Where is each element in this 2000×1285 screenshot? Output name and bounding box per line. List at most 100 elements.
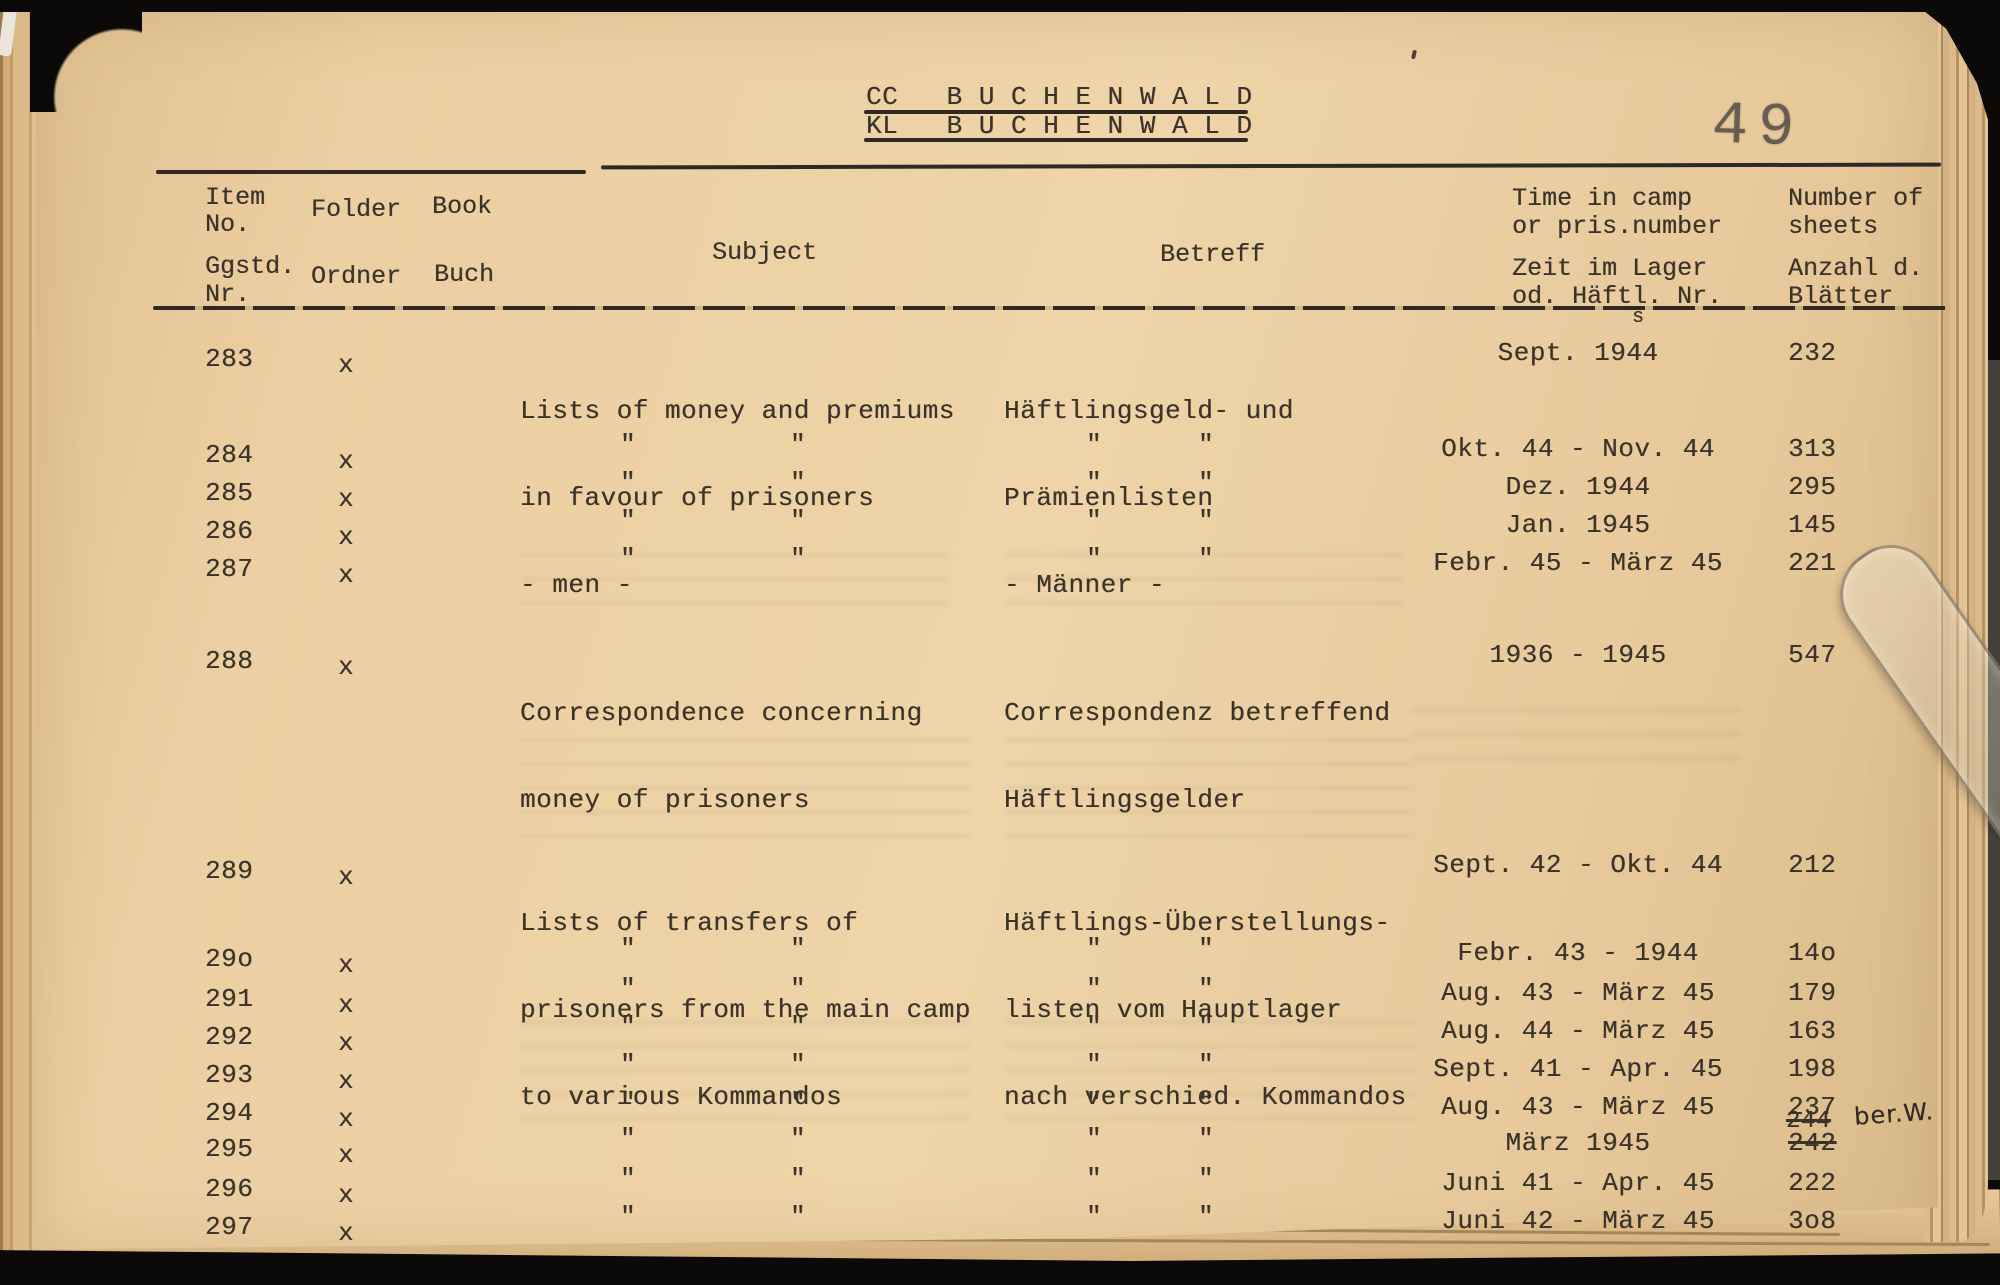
item-number: 287: [205, 554, 254, 584]
ditto-mark: ": [620, 506, 637, 536]
time-range: 1936 - 1945: [1489, 640, 1667, 670]
ditto-mark: ": [1086, 1164, 1103, 1194]
sheet-count: 547: [1788, 640, 1837, 670]
ditto-mark: ": [790, 1012, 807, 1042]
title-underline: [864, 110, 1248, 114]
header-bottom-rule: [153, 306, 1946, 310]
ditto-mark: ": [620, 974, 637, 1004]
bleed-through: [1005, 535, 1405, 605]
subject-line: money of prisoners: [520, 785, 810, 815]
betreff-line: Correspondenz betreffend: [1004, 698, 1391, 728]
ditto-mark: ": [1198, 1088, 1215, 1118]
subject-text: Correspondence concerning money of priso…: [520, 638, 923, 872]
ditto-mark: ": [620, 1202, 637, 1232]
page-title-line2: KL B U C H E N W A L D: [866, 111, 1253, 141]
table-row: 285 x " " " " Dez. 1944 295: [0, 468, 2000, 514]
betreff-text: Häftlingsgeld- und Prämienlisten - Männe…: [1004, 336, 1294, 657]
page-number-stamp: 49: [1710, 92, 1806, 164]
table-row: 287 x " " " " Febr. 45 - März 45 221: [0, 544, 2000, 590]
time-range: Sept. 1944: [1497, 338, 1659, 368]
item-number: 283: [205, 344, 254, 374]
item-number: 288: [205, 646, 254, 676]
sheet-count: 237: [1788, 1092, 1837, 1122]
folder-mark: x: [338, 446, 355, 476]
ditto-mark: ": [790, 1124, 807, 1154]
sheet-count: 221: [1788, 548, 1837, 578]
ditto-mark: ": [1198, 1124, 1215, 1154]
folder-mark: x: [338, 1066, 355, 1096]
stray-character: s: [1632, 306, 1645, 329]
table-row: 294 x " " " " Aug. 43 - März 45 237 244 …: [0, 1088, 2000, 1135]
ditto-mark: ": [1198, 468, 1215, 498]
item-number: 292: [205, 1022, 254, 1052]
item-number: 296: [205, 1174, 254, 1204]
col-header-time-de: od. Häftl. Nr.: [1512, 282, 1723, 311]
table-row: 288 x Correspondence concerning money of…: [0, 638, 2000, 815]
item-number: 284: [205, 440, 254, 470]
ditto-mark: ": [790, 1050, 807, 1080]
ditto-mark: ": [790, 934, 807, 964]
ditto-mark: ": [620, 1012, 637, 1042]
ditto-mark: ": [620, 430, 637, 460]
ditto-mark: ": [1086, 1050, 1103, 1080]
ditto-mark: ": [1086, 974, 1103, 1004]
folder-mark: x: [338, 862, 355, 892]
sheet-count: 163: [1788, 1016, 1837, 1046]
col-header-time-de: Zeit im Lager: [1512, 254, 1708, 283]
ditto-mark: ": [620, 1088, 637, 1118]
col-header-time-en: Time in camp: [1512, 184, 1693, 213]
col-header-time-en: or pris.number: [1512, 212, 1723, 241]
table-row: 283 x Lists of money and premiums in fav…: [0, 336, 2000, 600]
subject-text: Lists of transfers of prisoners from the…: [520, 848, 971, 1169]
col-header-item-en: Item: [205, 183, 266, 212]
sheet-count-struck: 242: [1788, 1128, 1837, 1158]
bleed-through: [1005, 1000, 1415, 1120]
item-number: 29o: [205, 944, 254, 974]
betreff-text: Correspondenz betreffend Häftlingsgelder: [1004, 638, 1390, 872]
time-range: Juni 42 - März 45: [1441, 1206, 1715, 1236]
page-corner-shadow: [30, 4, 142, 112]
table-row: 295 x " " " " März 1945 242: [0, 1124, 2000, 1170]
item-number: 293: [205, 1060, 254, 1090]
sheet-count: 198: [1788, 1054, 1837, 1084]
col-header-sheets-de: Anzahl d.: [1788, 254, 1924, 283]
item-number: 286: [205, 516, 254, 546]
folder-mark: x: [338, 990, 355, 1020]
ditto-mark: ": [1086, 1124, 1103, 1154]
table-row: 284 x " " " " Okt. 44 - Nov. 44 313: [0, 430, 2000, 476]
sheet-count: 222: [1788, 1168, 1837, 1198]
ditto-mark: ": [790, 1164, 807, 1194]
time-range: Juni 41 - Apr. 45: [1441, 1168, 1715, 1198]
ditto-mark: ": [620, 934, 637, 964]
sheet-count: 313: [1788, 434, 1837, 464]
handwritten-corrected-number: 244: [1786, 1108, 1831, 1135]
folder-mark: x: [338, 522, 355, 552]
sheet-count: 212: [1788, 850, 1837, 880]
sheet-count: 179: [1788, 978, 1837, 1008]
ditto-mark: ": [1086, 468, 1103, 498]
ditto-mark: ": [1086, 1088, 1103, 1118]
betreff-text: Häftlings-Überstellungs- listen vom Haup…: [1004, 848, 1407, 1169]
time-range: Febr. 43 - 1944: [1457, 938, 1699, 968]
bleed-through: [520, 728, 970, 838]
betreff-line: - Männer -: [1004, 570, 1166, 600]
betreff-line: Prämienlisten: [1004, 483, 1214, 513]
ditto-mark: ": [790, 544, 807, 574]
ditto-mark: ": [1198, 1012, 1215, 1042]
col-header-sheets-en: Number of: [1788, 184, 1924, 213]
item-number: 295: [205, 1134, 254, 1164]
title-underline: [864, 138, 1248, 142]
time-range: März 1945: [1505, 1128, 1651, 1158]
ditto-mark: ": [790, 430, 807, 460]
subject-line: to various Kommandos: [520, 1082, 843, 1112]
bleed-through: [1005, 728, 1415, 838]
sheet-count: 145: [1788, 510, 1837, 540]
time-range: Dez. 1944: [1505, 472, 1651, 502]
ditto-mark: ": [620, 1164, 637, 1194]
folder-mark: x: [338, 1140, 355, 1170]
betreff-line: nach verschied. Kommandos: [1004, 1082, 1407, 1112]
ditto-mark: ": [1086, 430, 1103, 460]
col-header-sheets-de: Blätter: [1788, 282, 1894, 311]
ditto-mark: ": [790, 1088, 807, 1118]
col-header-subject: Subject: [712, 238, 818, 267]
